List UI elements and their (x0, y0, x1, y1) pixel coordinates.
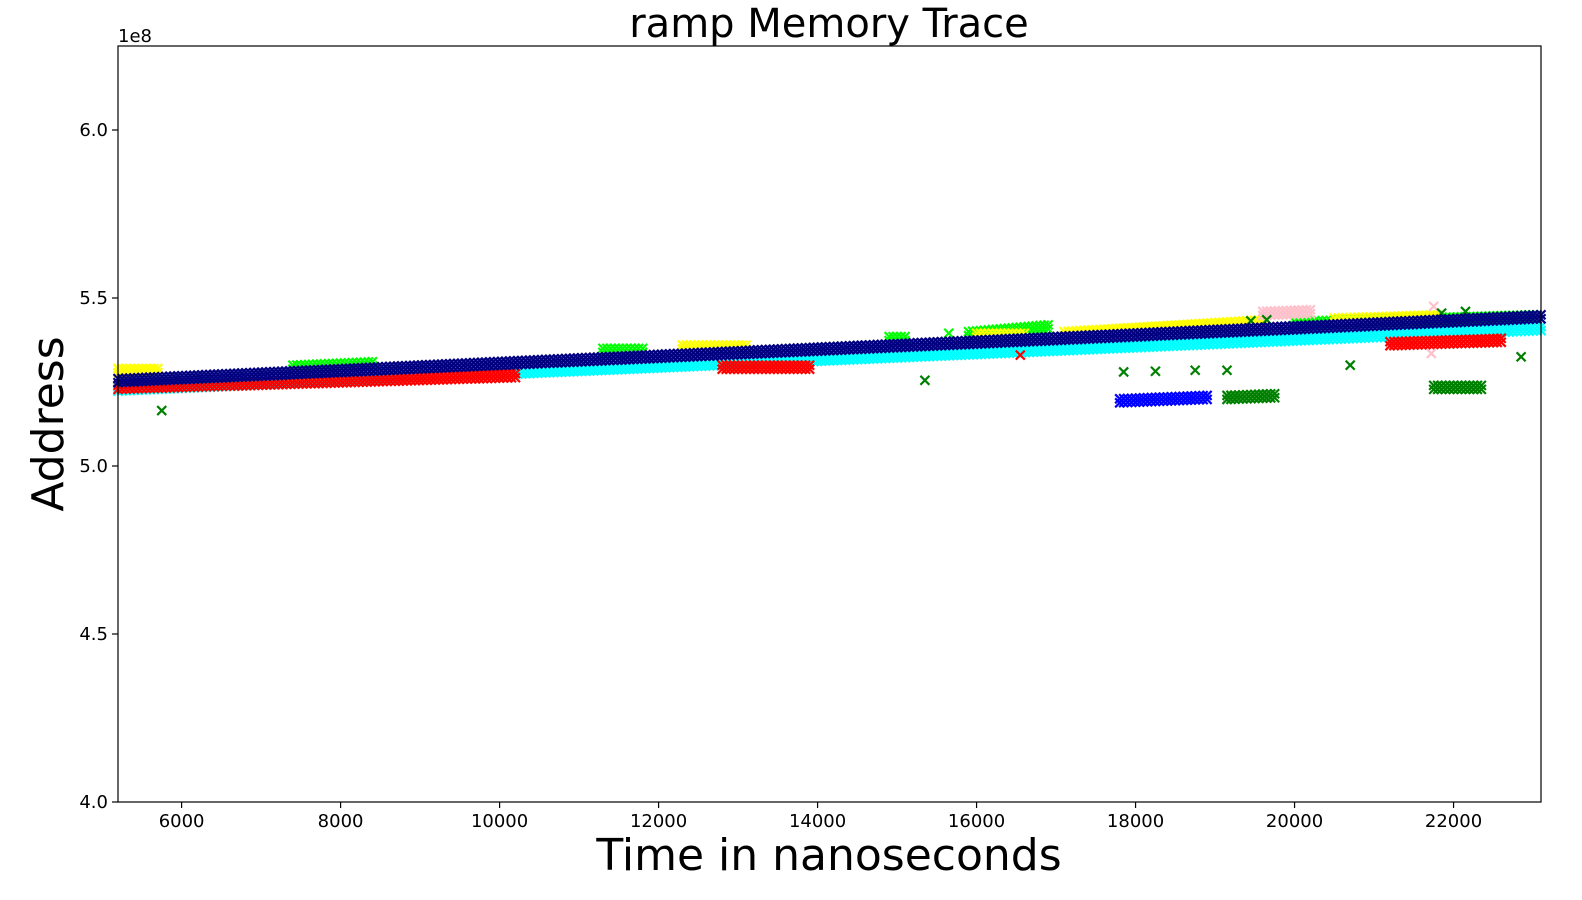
data-point (1189, 364, 1201, 376)
x-tick-label: 14000 (789, 811, 846, 832)
data-point (1269, 388, 1280, 400)
y-tick-label: 4.0 (79, 792, 108, 813)
data-point (919, 375, 931, 386)
data-point (1118, 366, 1129, 378)
data-point (1150, 365, 1161, 377)
x-tick-label: 6000 (159, 811, 205, 832)
data-point (1201, 394, 1213, 405)
x-tick-label: 10000 (471, 811, 528, 832)
data-point (1221, 364, 1233, 376)
y-axis: 4.0 4.5 5.0 5.5 6.0 (79, 120, 118, 813)
data-point (1305, 304, 1316, 316)
data-point (1269, 392, 1280, 404)
data-point (510, 372, 521, 383)
data-point (1476, 384, 1487, 395)
data-point (1042, 323, 1054, 335)
scatter-points (112, 301, 1547, 416)
y-tick-label: 5.5 (79, 288, 108, 309)
series-7 (112, 309, 1547, 388)
x-tick-label: 8000 (318, 811, 364, 832)
x-tick-label: 22000 (1425, 811, 1482, 832)
y-tick-label: 6.0 (79, 120, 108, 141)
x-tick-label: 16000 (948, 811, 1005, 832)
data-point (510, 368, 521, 379)
data-point (804, 363, 815, 375)
data-point (1515, 351, 1527, 363)
data-point (1201, 390, 1213, 401)
data-point (804, 359, 815, 371)
series-5 (1114, 390, 1213, 409)
y-offset-label: 1e8 (118, 26, 152, 47)
y-tick-label: 4.5 (79, 624, 108, 645)
data-point (156, 405, 168, 416)
y-tick-label: 5.0 (79, 456, 108, 477)
data-point (1495, 337, 1507, 348)
x-tick-label: 18000 (1107, 811, 1164, 832)
chart-title: ramp Memory Trace (629, 1, 1029, 47)
data-point (1042, 319, 1054, 331)
x-tick-label: 12000 (630, 811, 687, 832)
data-point (1476, 380, 1487, 391)
y-axis-label: Address (23, 336, 74, 511)
data-point (1344, 359, 1356, 371)
plot-frame (117, 45, 1542, 803)
data-point (1426, 348, 1437, 359)
data-point (1495, 333, 1507, 344)
x-axis: 6000 8000 10000 12000 14000 16000 18000 20000 22… (159, 802, 1482, 832)
data-point (1015, 349, 1026, 361)
data-point (1305, 308, 1316, 320)
x-tick-label: 20000 (1266, 811, 1323, 832)
data-point (152, 363, 164, 374)
x-axis-label: Time in nanoseconds (595, 830, 1061, 881)
